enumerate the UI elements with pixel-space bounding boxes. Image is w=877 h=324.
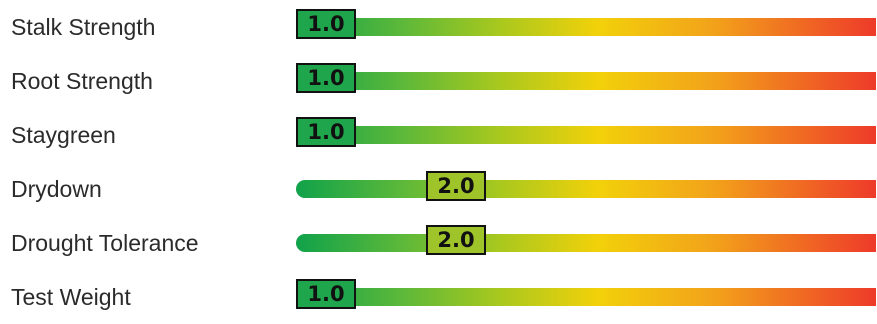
rating-row-root-strength: Root Strength 1.0: [0, 55, 877, 107]
rating-label: Drought Tolerance: [11, 230, 199, 256]
rating-row-stalk-strength: Stalk Strength 1.0: [0, 1, 877, 53]
rating-scale-bar: 2.0: [296, 225, 876, 255]
rating-scale-bar: 1.0: [296, 279, 876, 309]
rating-scale-bar: 1.0: [296, 9, 876, 39]
rating-scale-bar: 1.0: [296, 63, 876, 93]
rating-value-badge: 2.0: [426, 171, 486, 201]
rating-label: Drydown: [11, 176, 102, 202]
rating-row-drought-tolerance: Drought Tolerance 2.0: [0, 217, 877, 269]
rating-scale-bar: 1.0: [296, 117, 876, 147]
rating-label: Stalk Strength: [11, 14, 156, 40]
rating-value-badge: 2.0: [426, 225, 486, 255]
rating-row-drydown: Drydown 2.0: [0, 163, 877, 215]
rating-label: Root Strength: [11, 68, 153, 94]
rating-value-badge: 1.0: [296, 117, 356, 147]
rating-row-test-weight: Test Weight 1.0: [0, 271, 877, 323]
rating-label: Test Weight: [11, 284, 131, 310]
rating-label: Staygreen: [11, 122, 116, 148]
rating-value-badge: 1.0: [296, 9, 356, 39]
rating-value-badge: 1.0: [296, 279, 356, 309]
rating-row-staygreen: Staygreen 1.0: [0, 109, 877, 161]
rating-scale-bar: 2.0: [296, 171, 876, 201]
rating-value-badge: 1.0: [296, 63, 356, 93]
